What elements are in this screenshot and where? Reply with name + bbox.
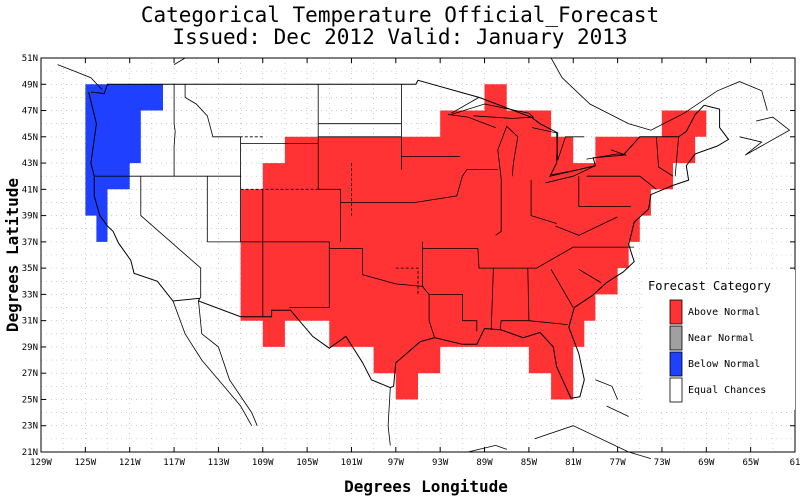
x-tick-label: 69W [698, 458, 715, 468]
x-tick-label: 125W [75, 458, 97, 468]
above-normal-region [240, 84, 707, 400]
canada-coastline [739, 116, 791, 156]
legend-item-label: Near Normal [688, 333, 754, 344]
y-tick-label: 39N [22, 212, 38, 222]
state-boundary [140, 176, 202, 299]
axis-ticks: 129W 125W 121W 117W 113W 109W 105W 101W 97W 93W 89… [22, 54, 800, 468]
x-tick-label: 73W [654, 458, 671, 468]
x-tick-label: 129W [30, 458, 52, 468]
plot-frame [40, 57, 796, 453]
x-tick-label: 61 [790, 458, 800, 468]
state-boundary [490, 268, 494, 330]
legend-swatch [669, 351, 683, 377]
legend-background [642, 270, 795, 410]
geographic-boundaries [57, 57, 791, 459]
canada-coastline [550, 57, 768, 131]
y-tick-label: 45N [22, 133, 38, 143]
legend-swatch [669, 325, 683, 351]
legend-item-label: Equal Chances [688, 385, 766, 396]
y-tick-label: 41N [22, 185, 38, 195]
x-tick-label: 89W [476, 458, 493, 468]
state-boundary [329, 247, 424, 287]
y-tick-label: 27N [22, 369, 38, 379]
state-boundary [495, 178, 502, 236]
lake-shoreline [545, 165, 596, 184]
x-tick-label: 85W [521, 458, 538, 468]
legend: Forecast Category Above Normal Near Norma… [642, 270, 795, 410]
state-boundary [499, 268, 530, 330]
state-boundary [530, 180, 557, 224]
x-tick-label: 93W [432, 458, 449, 468]
y-tick-label: 35N [22, 264, 38, 274]
lake-shoreline [532, 127, 585, 161]
state-boundary [586, 175, 657, 190]
title-block: Categorical Temperature Official_Forecas… [0, 4, 800, 48]
lake-shoreline [586, 149, 627, 160]
map-title: Categorical Temperature Official_Forecas… [140, 3, 660, 27]
mexico-coastline [198, 300, 258, 426]
state-boundary [550, 269, 574, 308]
x-axis-title: Degrees Longitude [344, 477, 508, 496]
y-tick-label: 21N [22, 448, 38, 458]
mexico-coastline [387, 387, 391, 446]
legend-swatch [669, 299, 683, 325]
canada-coastline [57, 64, 103, 90]
legend-items: Above Normal Near Normal Below Normal Equal… [669, 299, 766, 403]
forecast-regions [85, 84, 707, 400]
mexico-coastline [595, 379, 618, 400]
y-tick-label: 29N [22, 343, 38, 353]
mexico-coastline [534, 425, 652, 459]
canada-coastline [173, 57, 186, 65]
y-tick-label: 33N [22, 290, 38, 300]
state-boundary [578, 269, 602, 283]
state-boundary [656, 136, 674, 177]
x-tick-label: 101W [341, 458, 363, 468]
state-boundary [674, 136, 679, 177]
state-boundary [477, 246, 635, 269]
y-tick-label: 49N [22, 80, 38, 90]
mexico-coastline [606, 405, 629, 417]
state-boundary [555, 216, 618, 236]
legend-item-label: Above Normal [688, 307, 760, 318]
y-tick-label: 37N [22, 238, 38, 248]
mexico-coastline [467, 444, 507, 453]
mexico-coastline [172, 300, 253, 426]
x-tick-label: 81W [565, 458, 582, 468]
state-boundary [414, 169, 468, 203]
x-tick-label: 77W [609, 458, 626, 468]
state-boundary [429, 293, 478, 332]
legend-title: Forecast Category [648, 279, 771, 293]
lake-shoreline [451, 103, 535, 119]
y-tick-label: 23N [22, 422, 38, 432]
x-tick-label: 105W [296, 458, 318, 468]
state-boundary [173, 84, 176, 177]
state-boundary [289, 241, 330, 308]
map-subtitle: Issued: Dec 2012 Valid: January 2013 [172, 25, 628, 49]
x-tick-label: 117W [163, 458, 185, 468]
state-boundary [184, 84, 241, 138]
country-border [88, 79, 730, 399]
state-boundary [447, 114, 496, 128]
lake-shoreline [497, 125, 519, 179]
y-tick-label: 43N [22, 159, 38, 169]
dashed-boundary [395, 267, 419, 295]
state-boundary [578, 176, 631, 207]
y-tick-label: 51N [22, 54, 38, 64]
y-axis-title: Degrees Latitude [3, 178, 22, 332]
state-boundary [451, 97, 480, 114]
y-tick-label: 25N [22, 395, 38, 405]
x-tick-label: 121W [119, 458, 141, 468]
x-tick-label: 65W [743, 458, 760, 468]
y-tick-label: 47N [22, 107, 38, 117]
x-tick-label: 109W [252, 458, 274, 468]
legend-item-label: Below Normal [688, 359, 760, 370]
x-tick-label: 113W [208, 458, 230, 468]
x-tick-label: 97W [388, 458, 405, 468]
y-tick-label: 31N [22, 317, 38, 327]
state-boundary [528, 320, 568, 325]
below-normal-region [85, 84, 163, 242]
legend-swatch [669, 377, 683, 403]
